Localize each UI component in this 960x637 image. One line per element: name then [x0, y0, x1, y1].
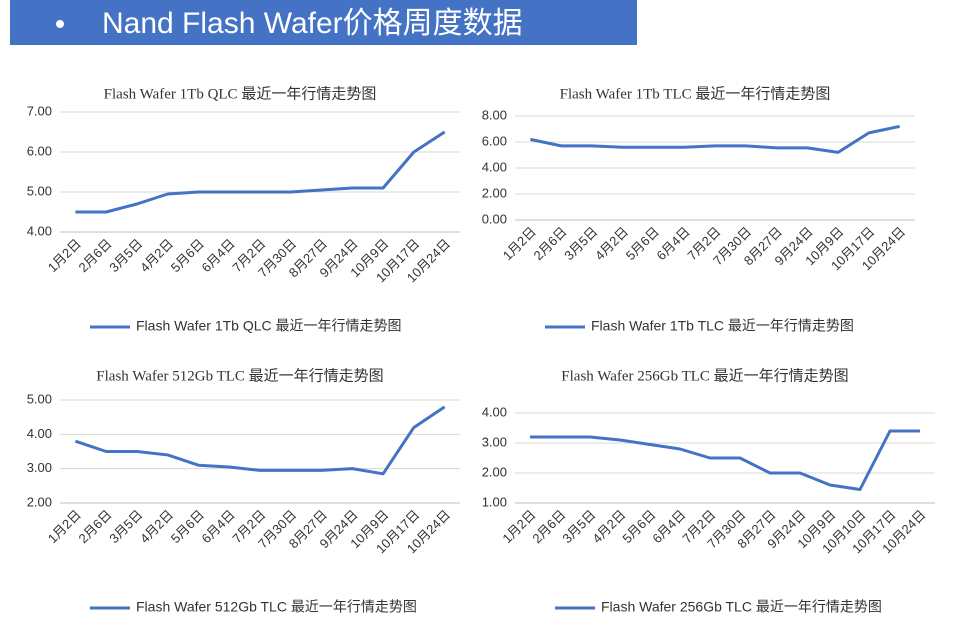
y-tick-label: 8.00 [482, 107, 507, 122]
legend-label: Flash Wafer 256Gb TLC 最近一年行情走势图 [601, 599, 882, 615]
header-bar [10, 0, 637, 45]
x-tick-label: 3月5日 [561, 224, 600, 263]
x-tick-label: 5月6日 [168, 236, 207, 275]
x-tick-label: 3月5日 [106, 507, 145, 546]
y-tick-label: 6.00 [27, 143, 52, 158]
data-line [74, 405, 446, 476]
legend-label: Flash Wafer 1Tb QLC 最近一年行情走势图 [136, 318, 402, 334]
chart-title: Flash Wafer 1Tb QLC 最近一年行情走势图 [104, 85, 377, 102]
chart-title: Flash Wafer 256Gb TLC 最近一年行情走势图 [561, 367, 848, 384]
y-tick-label: 2.00 [27, 494, 52, 509]
bullet [56, 20, 64, 28]
y-tick-label: 4.00 [27, 426, 52, 441]
x-tick-label: 5月6日 [168, 507, 207, 546]
y-tick-label: 7.00 [27, 103, 52, 118]
x-tick-label: 2月6日 [75, 507, 114, 546]
y-tick-label: 3.00 [482, 434, 507, 449]
y-tick-label: 4.00 [482, 404, 507, 419]
data-line [75, 130, 446, 214]
x-tick-label: 5月6日 [623, 224, 662, 263]
data-line [530, 429, 920, 491]
x-tick-label: 6月4日 [199, 236, 238, 275]
x-tick-label: 2月6日 [530, 224, 569, 263]
x-tick-label: 6月4日 [199, 507, 238, 546]
y-tick-label: 4.00 [482, 159, 507, 174]
header-title: Nand Flash Wafer价格周度数据 [102, 7, 523, 40]
x-tick-label: 6月4日 [654, 224, 693, 263]
y-tick-label: 4.00 [27, 223, 52, 238]
x-tick-label: 3月5日 [106, 236, 145, 275]
x-tick-label: 4月2日 [592, 224, 631, 263]
y-tick-label: 1.00 [482, 494, 507, 509]
y-tick-label: 2.00 [482, 185, 507, 200]
x-tick-label: 1月2日 [45, 507, 84, 546]
x-tick-label: 1月2日 [500, 224, 539, 263]
y-tick-label: 3.00 [27, 460, 52, 475]
y-tick-label: 6.00 [482, 133, 507, 148]
x-tick-label: 2月6日 [75, 236, 114, 275]
y-tick-label: 5.00 [27, 183, 52, 198]
y-tick-label: 0.00 [482, 211, 507, 226]
x-tick-label: 4月2日 [137, 507, 176, 546]
chart-title: Flash Wafer 1Tb TLC 最近一年行情走势图 [560, 85, 831, 102]
chart-title: Flash Wafer 512Gb TLC 最近一年行情走势图 [96, 367, 383, 384]
legend-label: Flash Wafer 512Gb TLC 最近一年行情走势图 [136, 599, 417, 615]
x-tick-label: 1月2日 [45, 236, 84, 275]
y-tick-label: 5.00 [27, 391, 52, 406]
x-tick-label: 4月2日 [137, 236, 176, 275]
data-line [530, 124, 900, 154]
legend-label: Flash Wafer 1Tb TLC 最近一年行情走势图 [591, 318, 854, 334]
y-tick-label: 2.00 [482, 464, 507, 479]
